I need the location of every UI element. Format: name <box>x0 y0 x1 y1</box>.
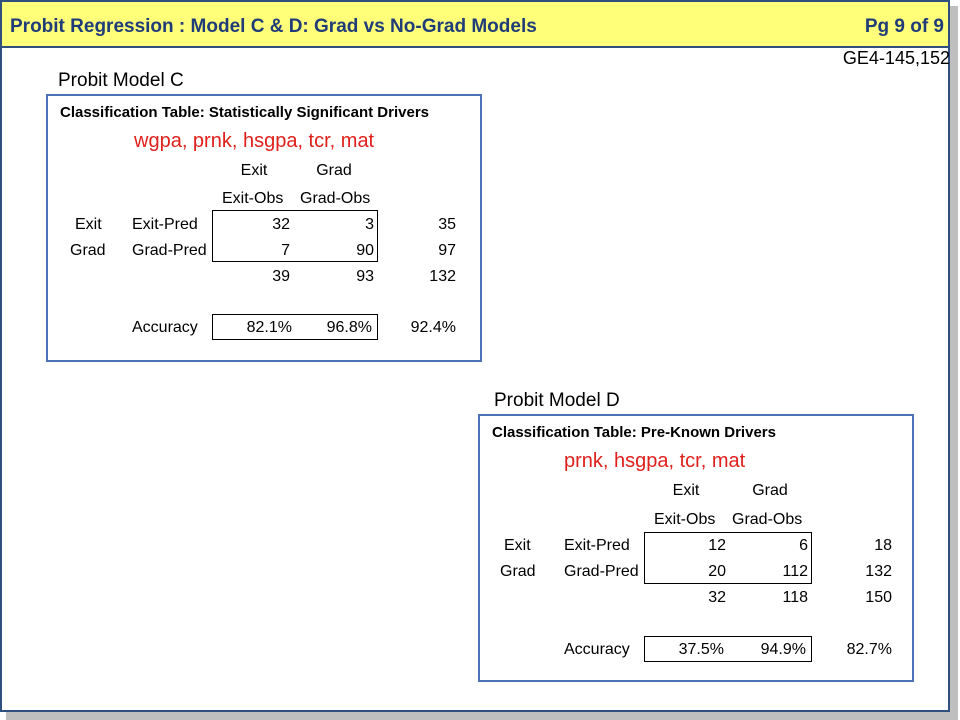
model-d-col-total: 118 <box>782 589 808 606</box>
model-c-col-grad-obs: Grad-Obs <box>300 190 371 207</box>
model-d-accuracy-grad: 94.9% <box>760 641 806 658</box>
model-c-accuracy-box <box>212 314 378 340</box>
model-d-row-pred: Grad-Pred <box>564 563 639 580</box>
model-c-col-total: 93 <box>356 268 374 285</box>
model-c-cell: 32 <box>272 216 290 233</box>
model-d-col-total: 32 <box>708 589 726 606</box>
model-d-row-outcome: Exit <box>504 537 531 554</box>
model-c-matrix-box <box>212 210 378 262</box>
model-d-accuracy-overall: 82.7% <box>846 641 892 658</box>
model-d-cell: 6 <box>799 537 808 554</box>
model-d-panel: Classification Table: Pre-Known Drivers … <box>478 414 914 682</box>
model-c-col-exit-obs: Exit-Obs <box>222 190 284 207</box>
header-bar: Probit Regression : Model C & D: Grad vs… <box>2 2 948 48</box>
model-d-col-exit-obs: Exit-Obs <box>654 511 716 528</box>
model-d-cell: 12 <box>708 537 726 554</box>
model-c-grand-total: 132 <box>429 268 456 285</box>
model-c-label: Probit Model C <box>58 70 184 91</box>
model-d-row-pred: Exit-Pred <box>564 537 630 554</box>
model-d-row-total: 132 <box>865 563 892 580</box>
model-c-drivers: wgpa, prnk, hsgpa, tcr, mat <box>134 130 375 152</box>
model-d-drivers: prnk, hsgpa, tcr, mat <box>564 450 746 472</box>
model-c-cell: 7 <box>281 242 290 259</box>
frame-shadow-right <box>950 6 958 718</box>
model-c-row-pred: Grad-Pred <box>132 242 207 259</box>
model-c-accuracy-exit: 82.1% <box>246 319 292 336</box>
model-d-row-total: 18 <box>874 537 892 554</box>
model-c-accuracy-label: Accuracy <box>132 319 198 336</box>
model-d-col-grad: Grad <box>752 482 788 499</box>
model-d-row-outcome: Grad <box>500 563 536 580</box>
page-number: Pg 9 of 9 <box>864 16 944 37</box>
model-c-accuracy-overall: 92.4% <box>410 319 456 336</box>
model-c-row-total: 35 <box>438 216 456 233</box>
model-d-col-exit: Exit <box>672 482 700 499</box>
model-c-col-exit: Exit <box>240 162 268 179</box>
model-c-panel: Classification Table: Statistically Sign… <box>46 94 482 362</box>
frame-shadow-bottom <box>6 712 958 720</box>
model-c-row-pred: Exit-Pred <box>132 216 198 233</box>
model-c-accuracy-grad: 96.8% <box>326 319 372 336</box>
model-c-row-total: 97 <box>438 242 456 259</box>
model-d-col-grad-obs: Grad-Obs <box>732 511 803 528</box>
model-c-row-outcome: Exit <box>75 216 102 233</box>
model-c-col-total: 39 <box>272 268 290 285</box>
reference-code: GE4-145,152 <box>842 48 950 68</box>
model-d-table-title: Classification Table: Pre-Known Drivers <box>492 424 776 441</box>
model-d-accuracy-exit: 37.5% <box>678 641 724 658</box>
model-c-cell: 3 <box>365 216 374 233</box>
slide-frame <box>0 0 950 712</box>
model-d-matrix-box <box>644 532 812 584</box>
model-c-col-grad: Grad <box>316 162 352 179</box>
model-d-cell: 20 <box>708 563 726 580</box>
model-d-label: Probit Model D <box>494 390 620 411</box>
model-d-grand-total: 150 <box>865 589 892 606</box>
model-d-accuracy-label: Accuracy <box>564 641 630 658</box>
page-title: Probit Regression : Model C & D: Grad vs… <box>10 16 537 37</box>
model-d-accuracy-box <box>644 636 812 662</box>
model-d-cell: 112 <box>782 563 808 580</box>
model-c-row-outcome: Grad <box>70 242 106 259</box>
model-c-table-title: Classification Table: Statistically Sign… <box>60 104 430 121</box>
model-c-cell: 90 <box>356 242 374 259</box>
